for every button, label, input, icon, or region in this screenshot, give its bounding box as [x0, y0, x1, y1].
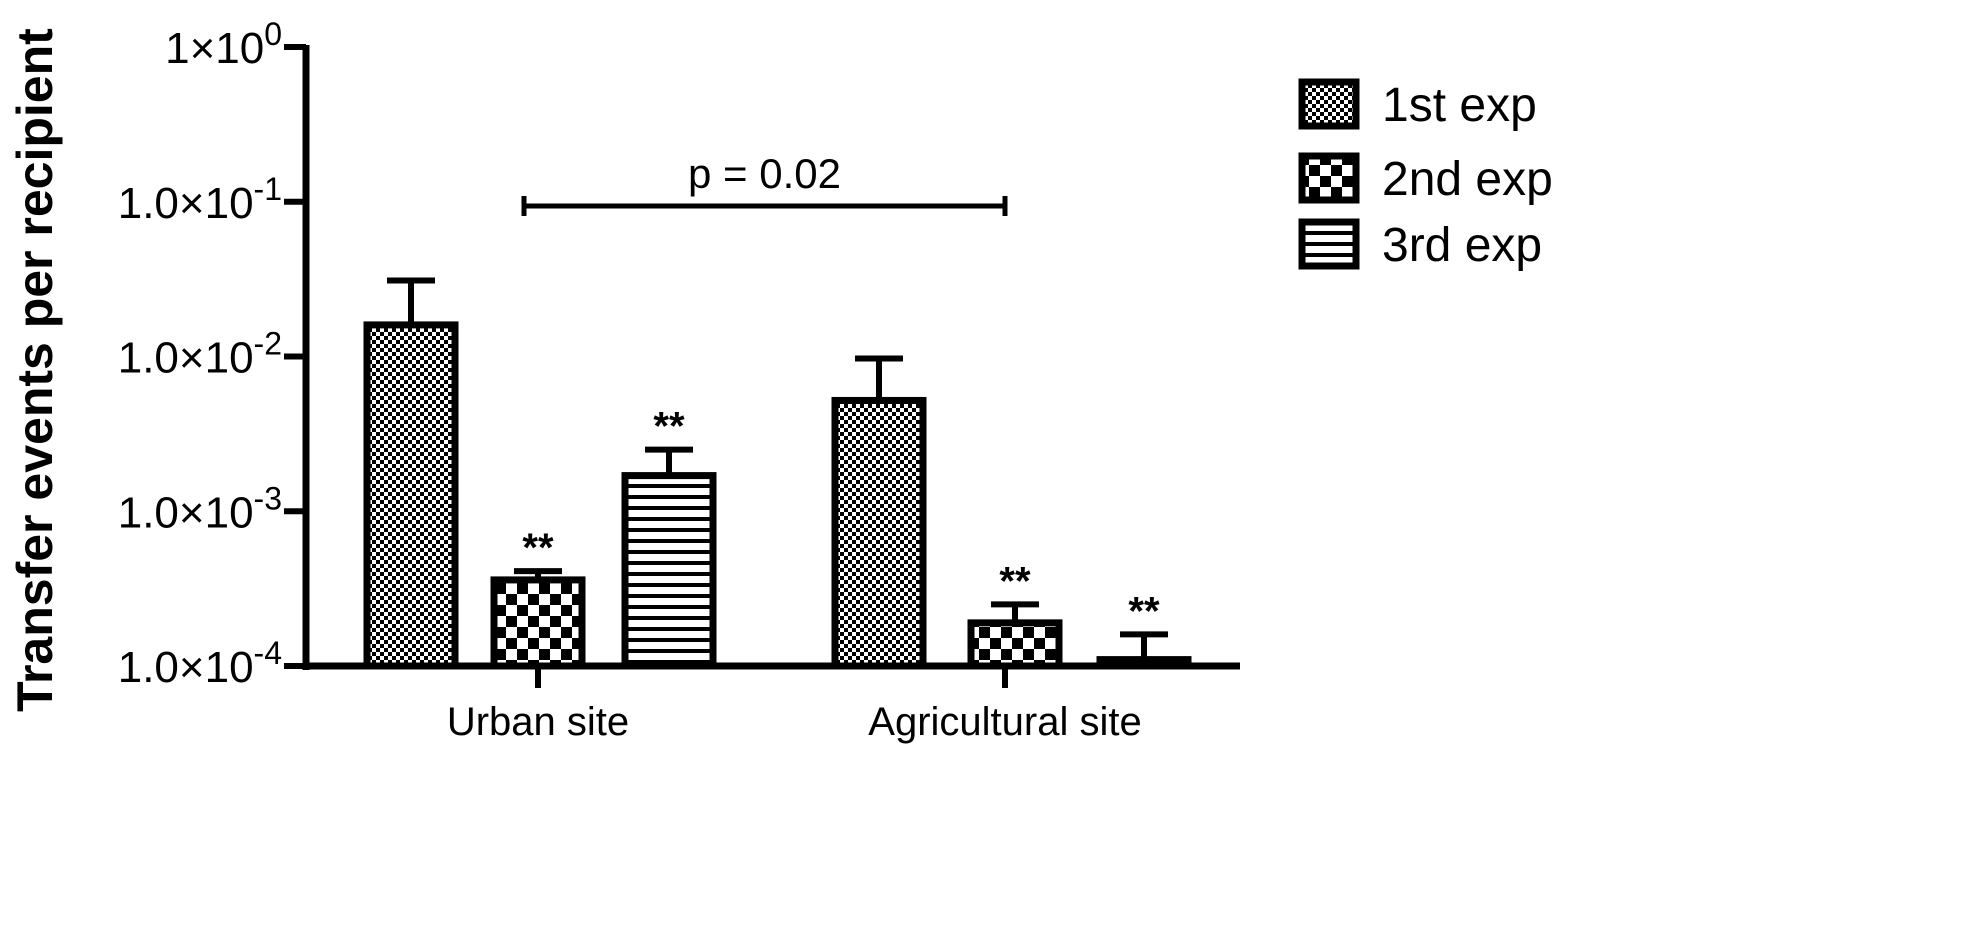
- y-tick-label: 1.0×10-4: [118, 635, 282, 692]
- legend-swatch: [1298, 218, 1360, 270]
- y-tick-label: 1×100: [165, 16, 282, 73]
- significance-marker: **: [653, 405, 685, 449]
- bar-2nd-exp-0: [490, 576, 586, 670]
- significance-annotation: p = 0.02: [521, 150, 1008, 216]
- legend-label: 1st exp: [1382, 79, 1537, 132]
- legend-label: 2nd exp: [1382, 153, 1553, 206]
- y-axis-label: Transfer events per recipient: [7, 28, 63, 712]
- annotation-text: p = 0.02: [688, 150, 841, 197]
- legend-swatch: [1298, 78, 1360, 130]
- x-category-label: Urban site: [447, 700, 629, 744]
- bar-3rd-exp-0: [621, 472, 717, 670]
- significance-marker: **: [999, 559, 1031, 603]
- legend-swatch: [1298, 152, 1360, 204]
- y-tick-label: 1.0×10-3: [118, 480, 282, 537]
- bar-2nd-exp-1: [967, 619, 1063, 670]
- bar-1st-exp-1: [831, 396, 927, 670]
- bar-1st-exp-0: [363, 321, 459, 670]
- y-tick-label: 1.0×10-1: [118, 171, 282, 228]
- legend-label: 3rd exp: [1382, 219, 1542, 272]
- bars: ** ** ** **: [363, 277, 1192, 670]
- x-categories: Urban site Agricultural site: [447, 666, 1142, 744]
- significance-marker: **: [1128, 589, 1160, 633]
- y-tick-label: 1.0×10-2: [118, 326, 282, 383]
- significance-marker: **: [522, 526, 554, 570]
- y-ticks: 1×100 1.0×10-1 1.0×10-2 1.0×10-3 1.0×10-4: [118, 16, 306, 692]
- bar-3rd-exp-1: [1096, 656, 1192, 670]
- x-category-label: Agricultural site: [868, 700, 1141, 744]
- legend: 1st exp 2nd exp 3rd exp: [1298, 78, 1553, 272]
